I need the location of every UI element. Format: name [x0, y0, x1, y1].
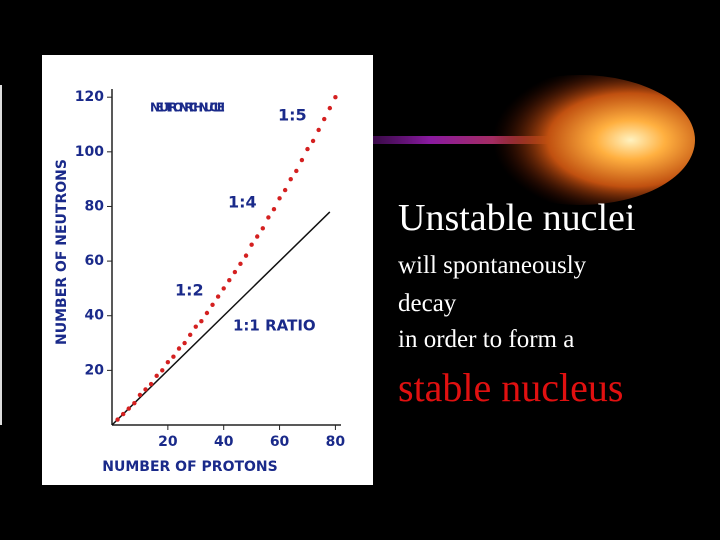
point: [227, 278, 232, 283]
point: [193, 324, 198, 329]
point: [282, 187, 288, 193]
point: [221, 286, 226, 291]
point: [316, 127, 321, 133]
body-line: decay: [398, 290, 457, 317]
annotation: 1:4: [228, 193, 257, 212]
point: [305, 146, 310, 152]
point: [266, 215, 271, 220]
point: [148, 381, 154, 387]
y-tick-label: 20: [85, 362, 105, 378]
point: [187, 332, 193, 338]
point: [132, 400, 137, 406]
point: [143, 387, 148, 392]
point: [165, 359, 171, 365]
comet-tail: [300, 136, 560, 144]
y-tick-label: 120: [75, 89, 104, 105]
point: [210, 302, 215, 308]
point: [115, 417, 120, 422]
body-line: in order to form a: [398, 326, 575, 353]
edge: [0, 85, 2, 425]
x-axis-label: NUMBER OF PROTONS: [102, 459, 277, 475]
point: [271, 206, 277, 212]
x-tick-label: 80: [326, 434, 346, 450]
point: [333, 94, 338, 100]
reference-line: [111, 211, 331, 426]
heading: Unstable nuclei: [398, 197, 636, 239]
y-tick-label: 40: [85, 308, 105, 324]
point: [232, 269, 238, 275]
point: [204, 310, 210, 316]
point: [171, 354, 176, 359]
body-line: will spontaneously: [398, 252, 587, 279]
point: [243, 253, 249, 258]
comet-head: [465, 75, 695, 205]
x-tick-label: 40: [214, 434, 234, 450]
point: [288, 176, 293, 182]
point: [327, 105, 333, 111]
point: [322, 116, 327, 122]
annotation: NEUTRON RICH NUCLEI: [150, 101, 225, 115]
point: [299, 157, 305, 163]
x-tick-label: 20: [158, 434, 178, 450]
point: [199, 318, 204, 324]
point: [310, 138, 316, 144]
point: [137, 392, 143, 398]
point: [260, 226, 266, 231]
point: [120, 411, 126, 417]
point: [238, 261, 243, 267]
emphasis: stable nucleus: [398, 365, 624, 410]
point: [154, 373, 159, 379]
point: [160, 368, 165, 373]
point: [277, 196, 282, 201]
point: [182, 340, 187, 346]
point: [255, 234, 260, 239]
annotation: 1:2: [175, 281, 204, 300]
point: [126, 406, 131, 411]
y-tick-label: 100: [75, 144, 104, 160]
chart-panel: [42, 55, 373, 485]
reference-label: 1:1 RATIO: [233, 317, 316, 335]
y-tick-label: 60: [85, 253, 105, 269]
point: [176, 346, 182, 351]
annotation: 1:5: [278, 106, 307, 125]
point: [249, 242, 254, 247]
point: [215, 294, 221, 299]
x-tick-label: 60: [270, 434, 290, 450]
point: [294, 168, 299, 174]
y-axis-label: NUMBER OF NEUTRONS: [54, 159, 70, 345]
y-tick-label: 80: [85, 198, 105, 214]
